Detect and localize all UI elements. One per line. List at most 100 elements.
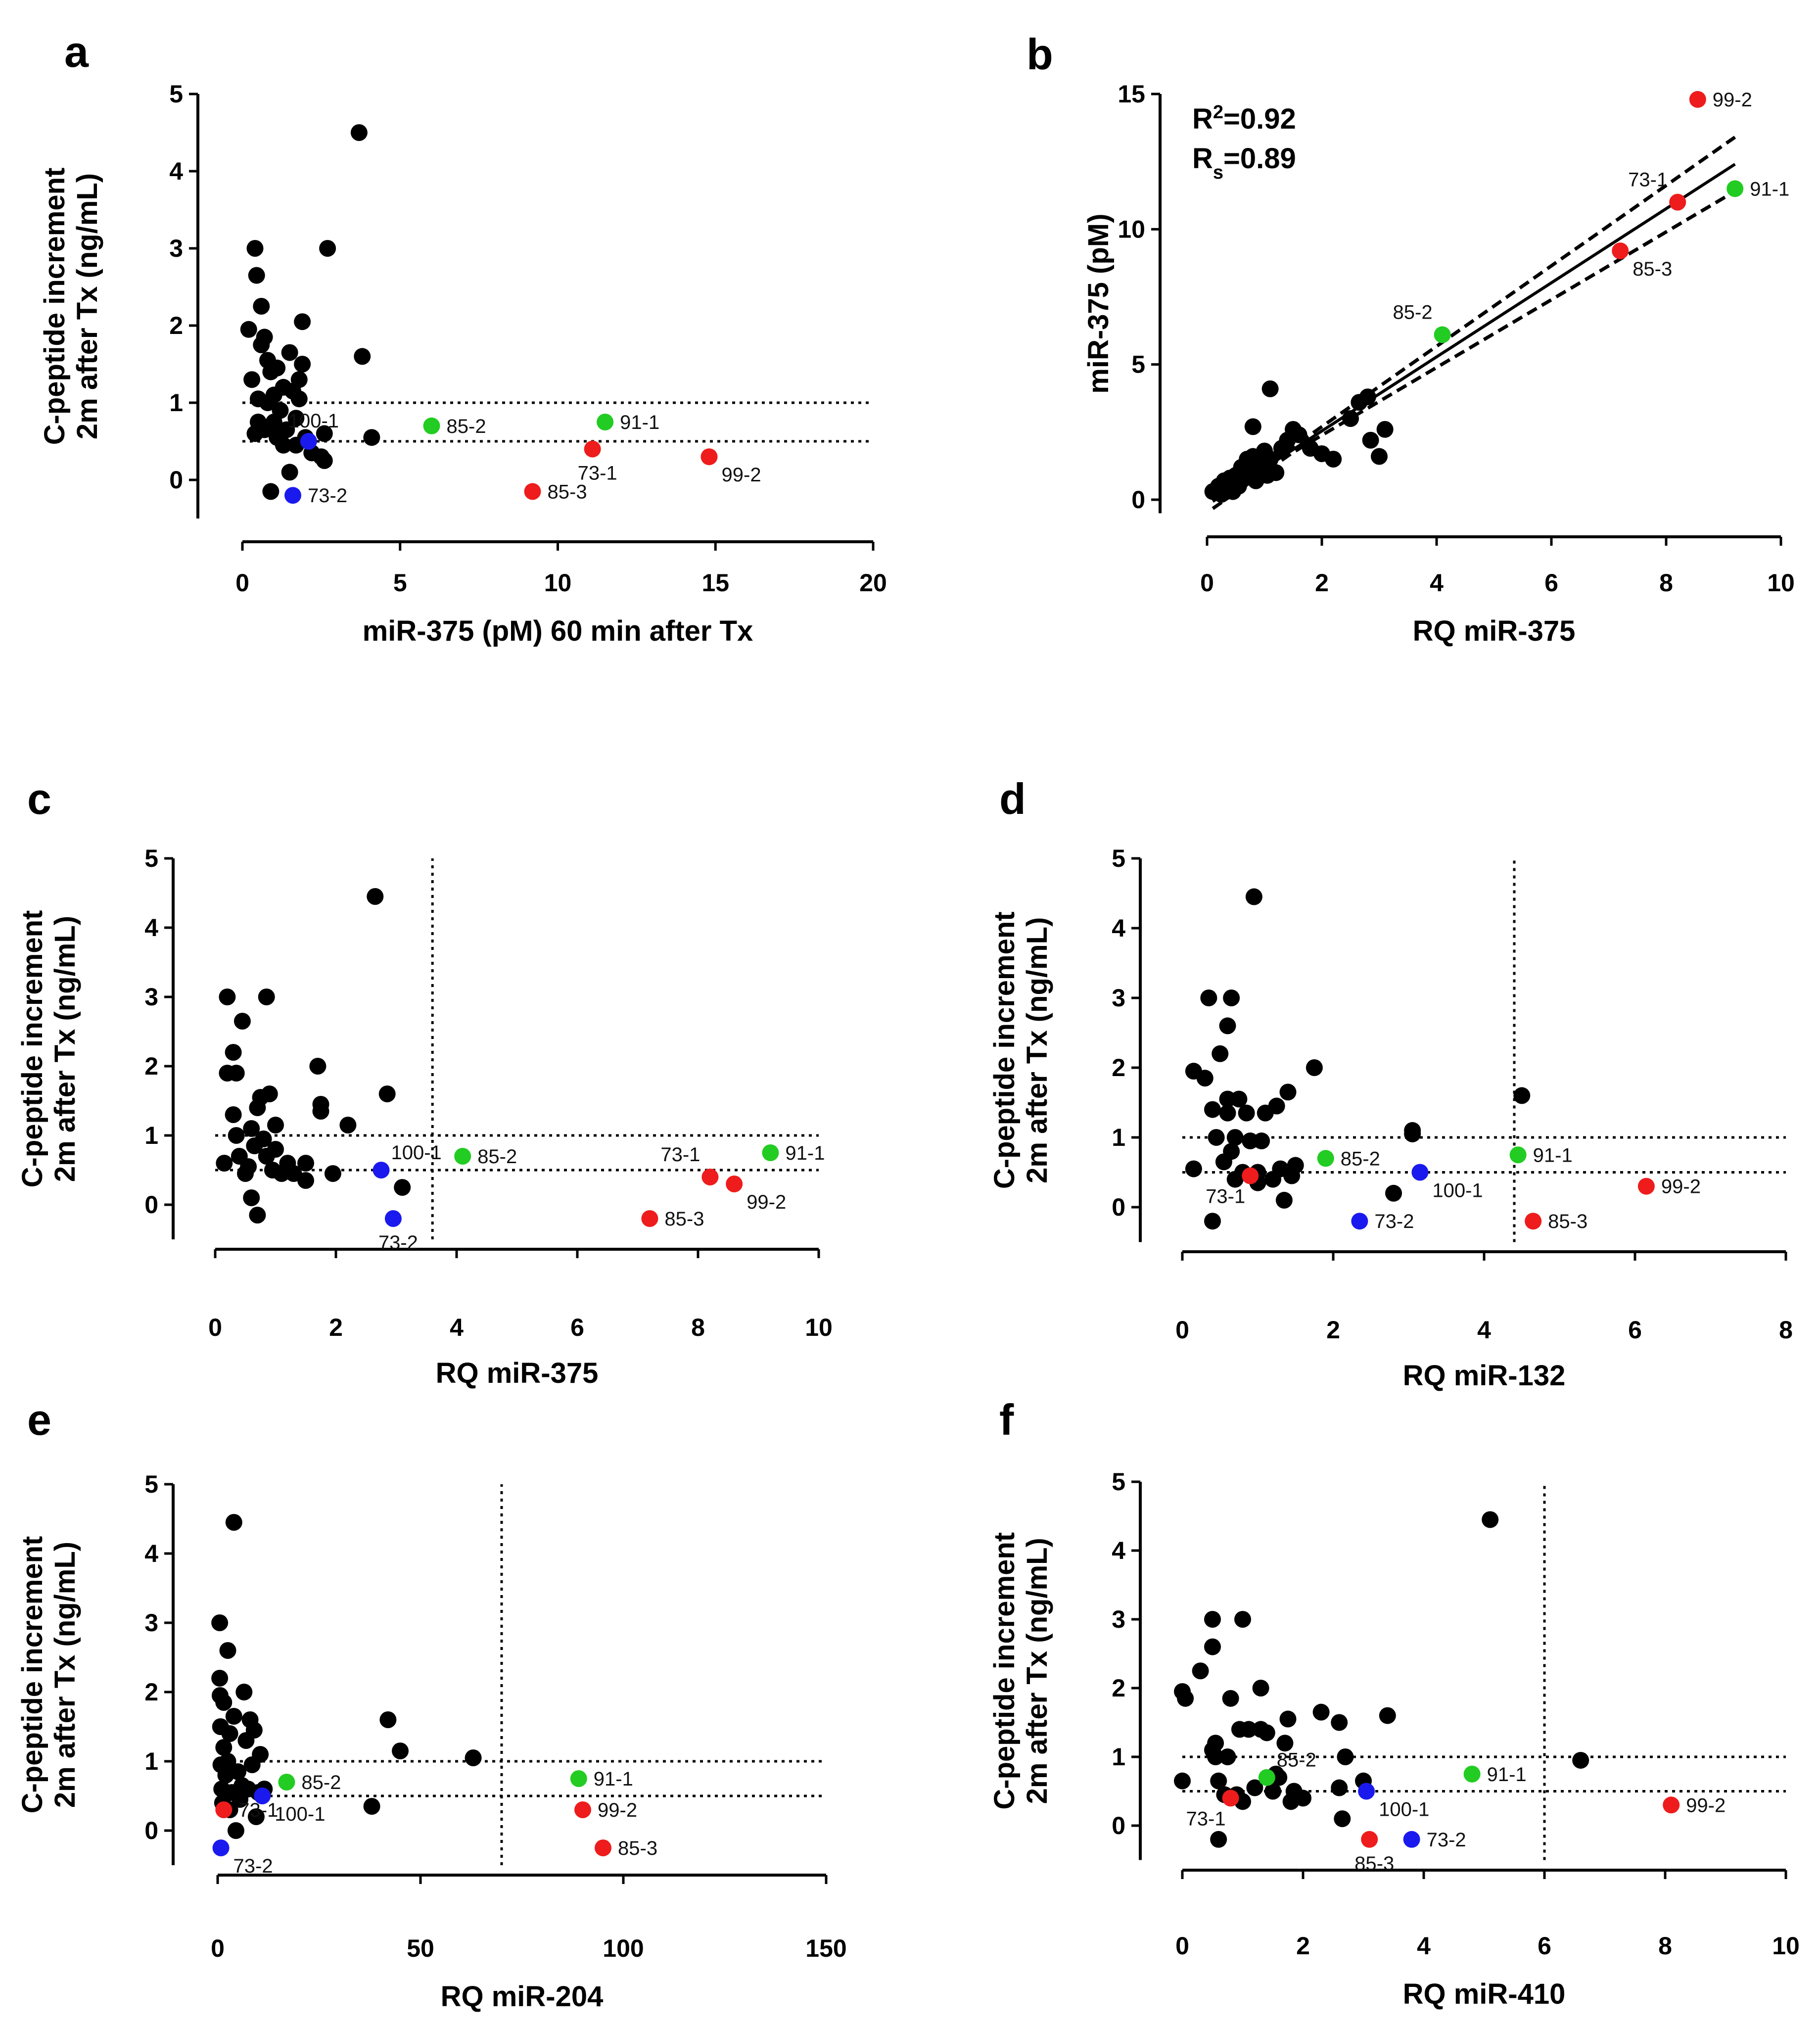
- point-label: 99-2: [1713, 89, 1752, 111]
- point-label: 85-3: [1354, 1853, 1394, 1875]
- data-point: [1204, 1638, 1221, 1655]
- data-point: [297, 1155, 314, 1172]
- data-point: [228, 1065, 245, 1082]
- data-point: [227, 1822, 244, 1839]
- data-point: [1337, 1748, 1354, 1765]
- data-point: [350, 124, 368, 141]
- plot-area: 0 1 2 3 4 5 0 2 4 6 8 RQ miR-132 C-peptide increment…: [988, 845, 1793, 1392]
- y-tick-label: 2: [1112, 1054, 1125, 1082]
- y-axis-title: C-peptide increment2m after Tx (ng/mL): [988, 1532, 1053, 1810]
- x-axis-title: miR-375 (pM) 60 min after Tx: [363, 615, 753, 647]
- data-point: [248, 267, 265, 284]
- data-point: [1279, 1084, 1297, 1101]
- data-point: [1290, 426, 1307, 443]
- data-point: [1246, 1779, 1263, 1796]
- data-point: [1223, 1143, 1240, 1160]
- y-tick-label: 0: [144, 1817, 158, 1844]
- point-label: 100-1: [1379, 1799, 1429, 1821]
- x-tick-label: 0: [1175, 1932, 1189, 1960]
- point-label: 91-1: [1750, 178, 1789, 200]
- data-point: [1267, 464, 1285, 481]
- data-point: [1230, 1090, 1248, 1108]
- data-point: [1268, 1097, 1285, 1115]
- point-label: 99-2: [1661, 1176, 1701, 1198]
- x-tick-label: 2: [1296, 1932, 1310, 1960]
- plot-area: 0 5 10 15 0 2 4 6 8 10 RQ miR-375 miR-375 (pM) 99-2 7…: [1082, 80, 1795, 647]
- y-tick-label: 3: [1112, 1605, 1125, 1633]
- highlighted-point: [1351, 1213, 1368, 1230]
- x-tick-label: 15: [701, 569, 729, 597]
- highlighted-point: [1358, 1783, 1375, 1800]
- panel-f: f 0 1 2 3 4 5 0 2 4 6 8 10 RQ miR-410 C-peptide incre…: [988, 1395, 1800, 2010]
- point-label: 73-1: [1206, 1186, 1245, 1208]
- data-point: [225, 1044, 242, 1061]
- highlighted-point: [212, 1839, 230, 1856]
- data-point: [1331, 1779, 1348, 1796]
- data-point: [272, 402, 289, 419]
- data-point: [267, 1117, 284, 1133]
- data-point: [1204, 1101, 1221, 1118]
- y-tick-label: 2: [144, 1678, 158, 1706]
- point-label: 91-1: [785, 1142, 825, 1164]
- x-tick-label: 2: [1326, 1316, 1340, 1344]
- highlighted-point: [584, 440, 601, 458]
- data-point: [1331, 1714, 1348, 1731]
- highlighted-point: [284, 487, 301, 504]
- data-point: [243, 1120, 260, 1137]
- x-tick-label: 2: [329, 1314, 343, 1341]
- data-point: [363, 1798, 380, 1815]
- data-point: [297, 1172, 314, 1189]
- data-point: [1261, 451, 1279, 468]
- x-tick-label: 10: [1767, 569, 1795, 597]
- data-point: [1185, 1160, 1202, 1178]
- panel-b: b R2=0.92 Rs=0.89 0 5 10 15 0 2 4 6 8 10 RQ miR-37…: [1027, 30, 1795, 647]
- point-label: 73-1: [578, 463, 617, 484]
- data-point: [249, 1207, 266, 1224]
- data-point: [1334, 1810, 1351, 1828]
- point-label: 91-1: [1487, 1764, 1527, 1786]
- data-point: [379, 1711, 397, 1728]
- point-label: 91-1: [1533, 1144, 1573, 1166]
- data-point: [1306, 1059, 1323, 1076]
- data-point: [1222, 1690, 1239, 1707]
- x-tick-label: 150: [805, 1934, 846, 1962]
- data-point: [258, 989, 275, 1005]
- y-tick-label: 1: [1112, 1124, 1125, 1151]
- highlighted-point: [570, 1770, 587, 1787]
- highlighted-point: [1669, 193, 1686, 211]
- data-point: [294, 313, 311, 330]
- x-tick-label: 8: [1659, 569, 1673, 597]
- data-point: [1379, 1707, 1396, 1724]
- data-point: [1174, 1772, 1191, 1790]
- y-tick-label: 5: [144, 845, 158, 872]
- data-point: [219, 989, 236, 1005]
- y-tick-label: 4: [144, 914, 158, 942]
- point-label: 100-1: [275, 1803, 325, 1825]
- y-tick-label: 5: [169, 80, 183, 108]
- panel-letter: a: [64, 27, 89, 76]
- point-label: 85-3: [1633, 258, 1672, 280]
- data-point: [1223, 989, 1240, 1006]
- data-point: [1362, 431, 1379, 449]
- data-point: [1404, 1125, 1421, 1142]
- panel-d: d 0 1 2 3 4 5 0 2 4 6 8 RQ miR-132 C-peptide increme…: [988, 774, 1793, 1392]
- confidence-band: [1212, 189, 1736, 510]
- y-tick-label: 2: [144, 1052, 158, 1080]
- data-point: [1210, 1772, 1227, 1790]
- data-point: [1376, 421, 1394, 438]
- x-tick-label: 100: [603, 1934, 644, 1962]
- y-tick-label: 2: [169, 312, 183, 339]
- point-label: 100-1: [288, 410, 339, 432]
- x-tick-label: 5: [393, 569, 407, 597]
- y-tick-label: 0: [1131, 486, 1145, 514]
- data-point: [211, 1614, 229, 1631]
- data-point: [1253, 1132, 1270, 1150]
- panel-c: c 0 1 2 3 4 5 0 2 4 6 8 10 RQ miR-375 C-peptide incre…: [16, 774, 833, 1389]
- data-point: [1295, 1790, 1311, 1807]
- data-point: [1196, 1070, 1213, 1087]
- y-tick-label: 3: [1112, 984, 1125, 1012]
- highlighted-point: [1403, 1831, 1420, 1848]
- panel-letter: e: [27, 1395, 51, 1444]
- panel-letter: b: [1027, 30, 1053, 79]
- x-tick-label: 10: [1772, 1932, 1800, 1960]
